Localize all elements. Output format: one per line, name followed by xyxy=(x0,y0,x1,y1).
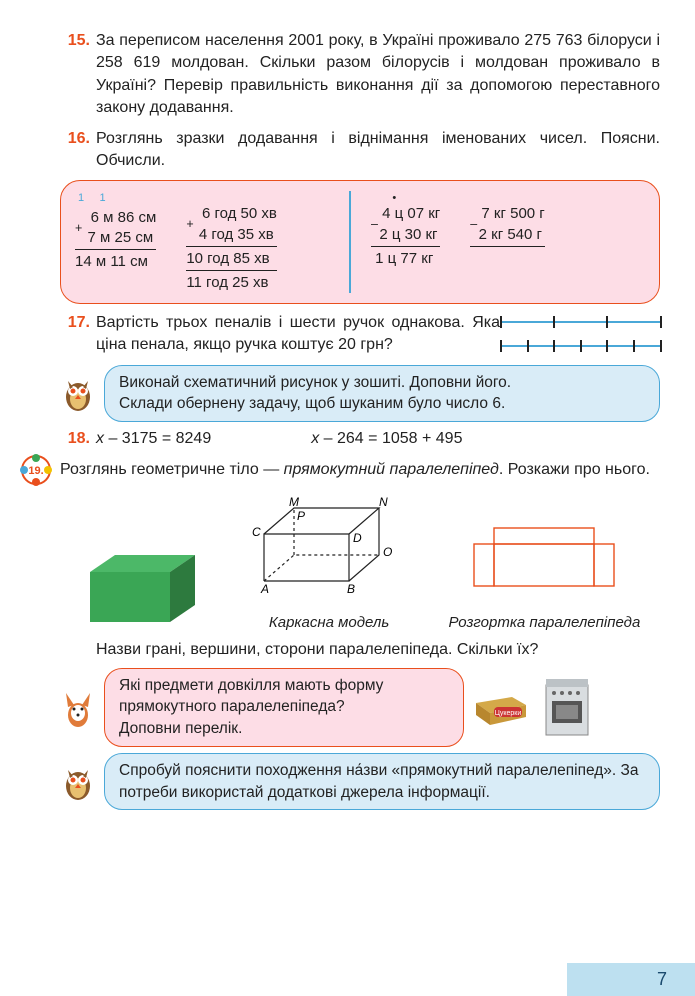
net-box: Розгортка паралелепіпеда xyxy=(448,516,640,633)
task-text: Розглянь зразки додавання і віднімання і… xyxy=(96,128,660,173)
task-text: За переписом населення 2001 року, в Укра… xyxy=(96,30,660,120)
svg-text:P: P xyxy=(297,509,305,523)
owl-hint-2: Спробуй пояснити походження на́зви «прям… xyxy=(60,753,660,810)
calc-subtraction-1: • – 4 ц 07 кг 2 ц 30 кг 1 ц 77 кг xyxy=(371,191,440,293)
owl-icon xyxy=(60,371,96,415)
calc-subtraction-2: – 7 кг 500 г 2 кг 540 г xyxy=(470,191,545,293)
task-number: 18. xyxy=(60,428,90,450)
task-19: 19. Розглянь геометричне тіло — прямокут… xyxy=(60,452,660,488)
svg-text:A: A xyxy=(260,582,269,596)
owl-icon xyxy=(60,760,96,804)
fox-hint: Які предмети довкілля мають форму прямок… xyxy=(60,668,660,747)
svg-text:Цукерки: Цукерки xyxy=(495,710,522,717)
fox-icon xyxy=(60,685,96,729)
hint-text: Спробуй пояснити походження на́зви «прям… xyxy=(119,760,645,803)
svg-text:M: M xyxy=(289,496,299,509)
svg-text:O: O xyxy=(383,545,392,559)
calc-addition-2: + 6 год 50 хв 4 год 35 хв 10 год 85 хв 1… xyxy=(186,191,277,293)
task-text: Вартість трьох пеналів і шести ручок одн… xyxy=(96,312,500,357)
task-17: 17. Вартість трьох пеналів і шести ручок… xyxy=(60,312,660,357)
hint-line: Доповни перелік. xyxy=(119,718,449,740)
task-text: Розглянь геометричне тіло — xyxy=(60,461,284,478)
task-15: 15. За переписом населення 2001 року, в … xyxy=(60,30,660,120)
hint-line: Виконай схематичний рисунок у зошиті. До… xyxy=(119,372,645,394)
hint-line: Склади обернену задачу, щоб шуканим було… xyxy=(119,393,645,415)
calc-addition-1: 1 1 + 6 м 86 см 7 м 25 см 14 м 11 см xyxy=(75,191,156,293)
task-number: 15. xyxy=(60,30,90,120)
task-text: . Розкажи про нього. xyxy=(499,461,650,478)
svg-text:19.: 19. xyxy=(28,465,43,477)
task-18: 18. x – 3175 = 8249 x – 264 = 1058 + 495 xyxy=(60,428,660,450)
svg-text:N: N xyxy=(379,496,388,509)
solid-box xyxy=(80,547,210,633)
equation-2: x – 264 = 1058 + 495 xyxy=(311,428,462,450)
svg-text:B: B xyxy=(347,582,355,596)
equation-1: x – 3175 = 8249 xyxy=(96,428,211,450)
task-text-italic: прямокутний паралелепіпед xyxy=(284,461,499,478)
task-19-question: Назви грані, вершини, сторони паралелепі… xyxy=(96,639,660,661)
task-19-badge: 19. xyxy=(18,452,54,488)
svg-text:D: D xyxy=(353,531,362,545)
task-16: 16. Розглянь зразки додавання і відніман… xyxy=(60,128,660,173)
svg-text:C: C xyxy=(252,525,261,539)
page-number: 7 xyxy=(567,963,695,996)
stove-icon xyxy=(540,675,594,739)
candy-box-icon: Цукерки xyxy=(472,687,530,727)
hint-line: Які предмети довкілля мають форму прямок… xyxy=(119,675,449,718)
owl-hint-1: Виконай схематичний рисунок у зошиті. До… xyxy=(60,365,660,422)
calculation-box: 1 1 + 6 м 86 см 7 м 25 см 14 м 11 см + 6… xyxy=(60,180,660,304)
wireframe-box: A B C D M N O P Каркасна модель xyxy=(249,496,409,633)
task-number: 17. xyxy=(60,312,90,334)
segment-diagram xyxy=(500,316,660,352)
task-number: 16. xyxy=(60,128,90,173)
geometry-figures: A B C D M N O P Каркасна модель Розгорт xyxy=(60,496,660,633)
